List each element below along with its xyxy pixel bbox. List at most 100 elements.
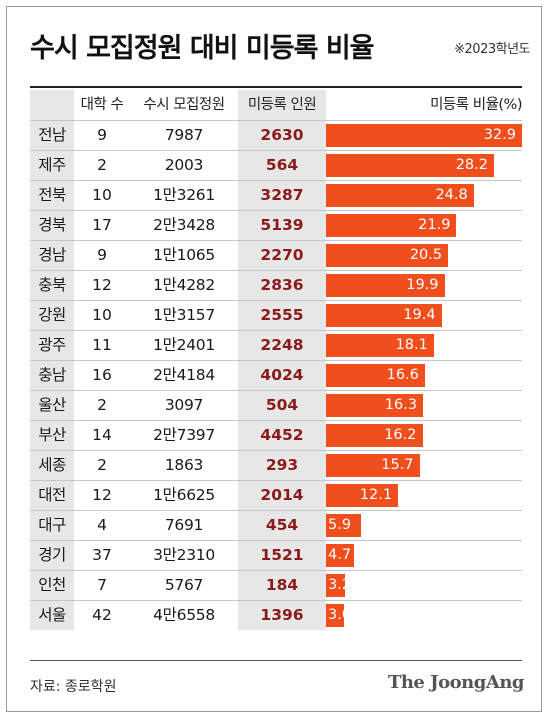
ratio-label: 5.9 bbox=[328, 517, 352, 533]
region-cell: 경북 bbox=[30, 211, 74, 240]
universities-cell: 9 bbox=[97, 126, 107, 144]
table-row: 인천 7 5767 184 3.2 bbox=[30, 570, 522, 600]
quota-cell: 1만6625 bbox=[153, 486, 215, 504]
universities-cell: 9 bbox=[97, 246, 107, 264]
unregistered-cell: 2630 bbox=[238, 121, 326, 150]
universities-cell: 4 bbox=[97, 516, 107, 534]
universities-cell: 10 bbox=[92, 306, 112, 324]
quota-cell: 7987 bbox=[164, 126, 204, 144]
table-row: 충북 12 1만4282 2836 19.9 bbox=[30, 270, 522, 300]
ratio-bar bbox=[326, 334, 434, 357]
table-row: 제주 2 2003 564 28.2 bbox=[30, 150, 522, 180]
ratio-label: 12.1 bbox=[359, 487, 393, 503]
table-row: 충남 16 2만4184 4024 16.6 bbox=[30, 360, 522, 390]
universities-cell: 2 bbox=[97, 156, 107, 174]
ratio-bar bbox=[326, 184, 474, 207]
ratio-label: 19.9 bbox=[406, 277, 439, 293]
ratio-bar bbox=[326, 424, 423, 447]
region-cell: 경남 bbox=[30, 241, 74, 270]
ratio-label: 24.8 bbox=[435, 187, 468, 203]
table-row: 울산 2 3097 504 16.3 bbox=[30, 390, 522, 420]
universities-cell: 7 bbox=[97, 576, 107, 594]
quota-cell: 1863 bbox=[164, 456, 204, 474]
region-cell: 전북 bbox=[30, 181, 74, 210]
quota-cell: 5767 bbox=[164, 576, 204, 594]
quota-cell: 1만3157 bbox=[153, 306, 215, 324]
ratio-label: 21.9 bbox=[418, 217, 451, 233]
region-cell: 인천 bbox=[30, 571, 74, 600]
universities-cell: 12 bbox=[92, 276, 112, 294]
region-cell: 제주 bbox=[30, 151, 74, 180]
table-row: 대구 4 7691 454 5.9 bbox=[30, 510, 522, 540]
unregistered-cell: 454 bbox=[238, 511, 326, 540]
top-rule bbox=[30, 86, 522, 88]
unregistered-cell: 184 bbox=[238, 571, 326, 600]
ratio-cell: 19.4 bbox=[326, 301, 522, 330]
universities-cell: 12 bbox=[92, 486, 112, 504]
source-note: 자료: 종로학원 bbox=[30, 679, 117, 695]
ratio-cell: 28.2 bbox=[326, 151, 522, 180]
unregistered-cell: 4024 bbox=[238, 361, 326, 390]
table-row: 전북 10 1만3261 3287 24.8 bbox=[30, 180, 522, 210]
ratio-cell: 15.7 bbox=[326, 451, 522, 480]
unregistered-cell: 564 bbox=[238, 151, 326, 180]
unregistered-cell: 2014 bbox=[238, 481, 326, 510]
unregistered-cell: 2248 bbox=[238, 331, 326, 360]
universities-cell: 16 bbox=[92, 366, 112, 384]
ratio-bar bbox=[326, 364, 425, 387]
unregistered-cell: 1396 bbox=[238, 601, 326, 630]
quota-cell: 3만2310 bbox=[153, 546, 215, 564]
unregistered-cell: 3287 bbox=[238, 181, 326, 210]
ratio-cell: 4.7 bbox=[326, 541, 522, 570]
table-row: 서울 42 4만6558 1396 3.0 bbox=[30, 600, 522, 630]
quota-cell: 1만1065 bbox=[153, 246, 215, 264]
ratio-cell: 3.0 bbox=[326, 601, 522, 630]
unregistered-cell: 504 bbox=[238, 391, 326, 420]
unregistered-cell: 293 bbox=[238, 451, 326, 480]
universities-cell: 42 bbox=[92, 606, 112, 624]
quota-cell: 2만4184 bbox=[153, 366, 215, 384]
ratio-cell: 16.3 bbox=[326, 391, 522, 420]
ratio-cell: 12.1 bbox=[326, 481, 522, 510]
unregistered-cell: 5139 bbox=[238, 211, 326, 240]
table-body: 전남 9 7987 2630 32.9 제주 2 2003 564 28.2 전북 10 1만3261 3… bbox=[30, 120, 522, 630]
header-unregistered: 미등록 인원 bbox=[238, 90, 326, 120]
quota-cell: 1만3261 bbox=[153, 186, 215, 204]
ratio-cell: 21.9 bbox=[326, 211, 522, 240]
universities-cell: 10 bbox=[92, 186, 112, 204]
ratio-bar bbox=[326, 574, 346, 597]
ratio-label: 18.1 bbox=[395, 337, 428, 353]
ratio-cell: 19.9 bbox=[326, 271, 522, 300]
quota-cell: 3097 bbox=[164, 396, 204, 414]
quota-cell: 7691 bbox=[164, 516, 204, 534]
ratio-label: 15.7 bbox=[381, 457, 414, 473]
ratio-label: 16.2 bbox=[384, 427, 417, 443]
region-cell: 전남 bbox=[30, 121, 74, 150]
region-cell: 세종 bbox=[30, 451, 74, 480]
universities-cell: 14 bbox=[92, 426, 112, 444]
quota-cell: 2만3428 bbox=[153, 216, 215, 234]
publisher-logo: The JoongAng bbox=[387, 672, 525, 693]
quota-cell: 4만6558 bbox=[153, 606, 215, 624]
ratio-bar bbox=[326, 124, 522, 147]
quota-cell: 2만7397 bbox=[153, 426, 215, 444]
region-cell: 강원 bbox=[30, 301, 74, 330]
ratio-label: 32.9 bbox=[483, 127, 516, 143]
ratio-label: 19.4 bbox=[403, 307, 436, 323]
header-universities: 대학 수 bbox=[80, 97, 124, 113]
ratio-bar bbox=[326, 274, 445, 297]
table-row: 경남 9 1만1065 2270 20.5 bbox=[30, 240, 522, 270]
universities-cell: 11 bbox=[92, 336, 112, 354]
unregistered-cell: 1521 bbox=[238, 541, 326, 570]
universities-cell: 17 bbox=[92, 216, 112, 234]
region-cell: 부산 bbox=[30, 421, 74, 450]
ratio-cell: 3.2 bbox=[326, 571, 522, 600]
ratio-bar bbox=[326, 514, 362, 537]
universities-cell: 2 bbox=[97, 456, 107, 474]
region-cell: 충남 bbox=[30, 361, 74, 390]
ratio-label: 16.3 bbox=[384, 397, 418, 413]
table-row: 세종 2 1863 293 15.7 bbox=[30, 450, 522, 480]
ratio-bar bbox=[326, 244, 449, 267]
table-header: 대학 수 수시 모집정원 미등록 인원 미등록 비율(%) bbox=[30, 90, 523, 120]
table-row: 경북 17 2만3428 5139 21.9 bbox=[30, 210, 522, 240]
